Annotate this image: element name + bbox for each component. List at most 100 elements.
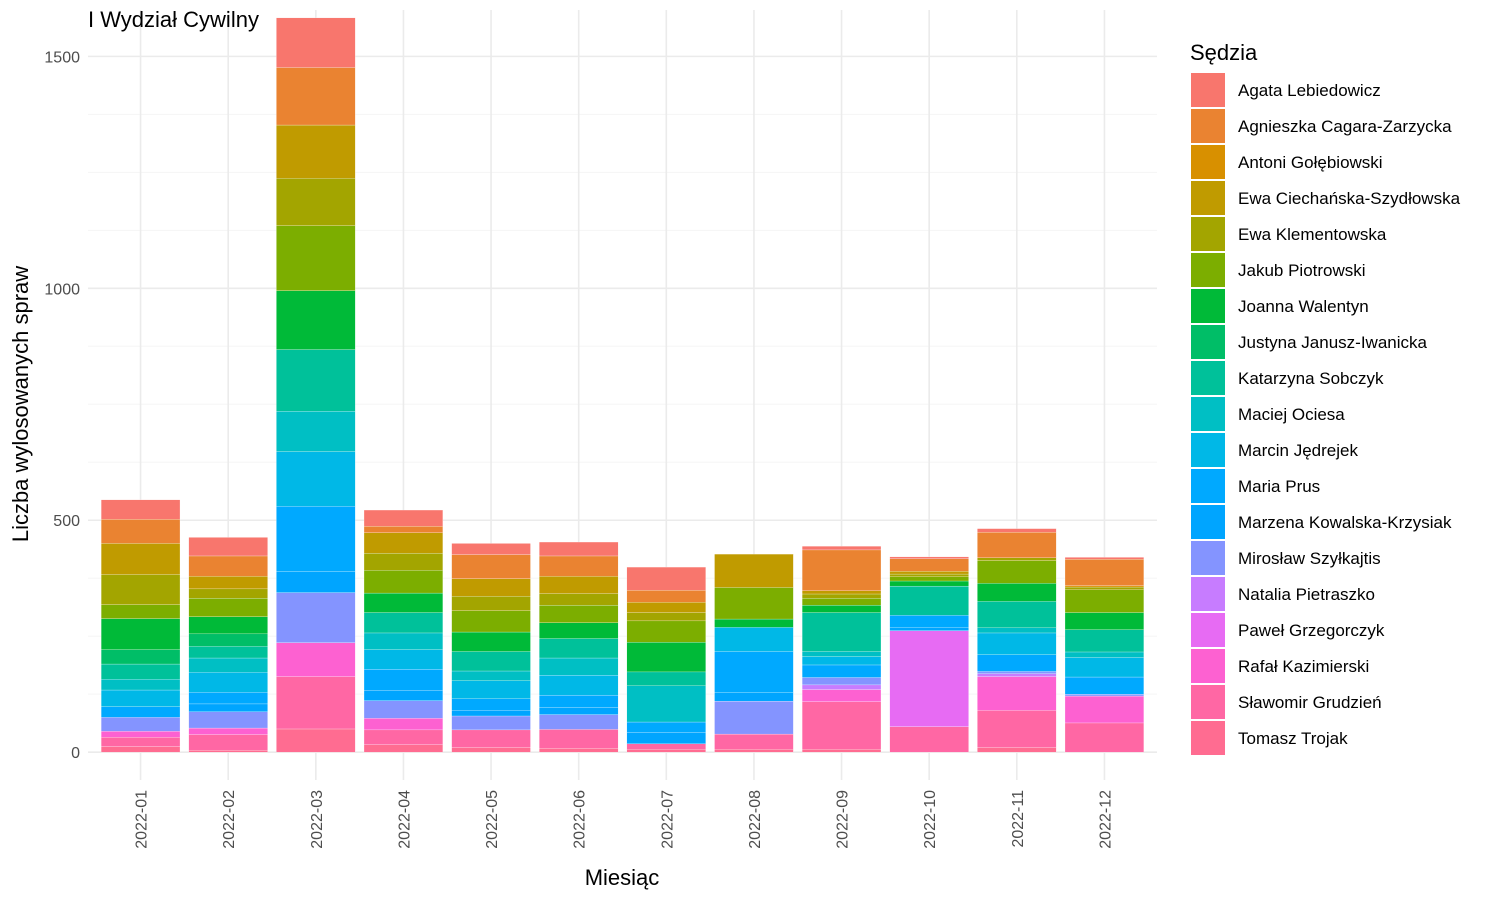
bar-segment [889,585,969,616]
legend-swatch [1191,541,1225,575]
bar-segment [1064,585,1144,588]
legend-swatch [1191,505,1225,539]
bar-segment [889,580,969,587]
bar-segment [626,590,706,603]
bar-segment [1064,612,1144,630]
x-axis-title: Miesiąc [585,865,660,890]
bar-segment [363,532,443,554]
legend-swatch [1191,73,1225,107]
bar-segment [451,747,531,753]
bar-segment [276,225,356,291]
bar-segment [451,715,531,731]
legend-label: Justyna Janusz-Iwanicka [1238,333,1428,352]
bar-segment [714,553,794,588]
x-axis-ticks: 2022-01 2022-02 2022-03 2022-04 2022-05 2022-… [134,790,1115,849]
x-tick-label: 2022-01 [134,790,151,849]
x-tick-label: 2022-06 [572,790,589,849]
bar-segment [188,598,268,617]
bar-segment [802,749,882,753]
bar-segment [451,680,531,699]
bar-segment [1064,559,1144,586]
bar-segment [626,732,706,744]
x-tick-label: 2022-03 [309,790,326,849]
bar-segment [188,657,268,673]
bar-segment [802,651,882,657]
bar-segment [276,451,356,507]
bar-segment [714,651,794,693]
bar-segment [802,549,882,591]
bar-segment [1064,651,1144,658]
bar-segment [539,593,619,606]
bar-segment [802,689,882,702]
legend-swatch [1191,289,1225,323]
bar-segment [276,178,356,226]
x-tick-label: 2022-12 [1097,790,1114,849]
legend-label: Marzena Kowalska-Krzysiak [1238,513,1452,532]
bar-segment [626,612,706,622]
bar-segment [101,746,181,753]
legend-label: Katarzyna Sobczyk [1238,369,1384,388]
bar-segment [101,663,181,680]
bar-segment [539,675,619,696]
bar-segment [101,706,181,718]
bar-segment [977,528,1057,533]
bar-segment [188,692,268,705]
bar-segment [363,592,443,613]
legend-label: Antoni Gołębiowski [1238,153,1383,172]
bar-segment [539,541,619,557]
legend-swatch [1191,577,1225,611]
x-tick-label: 2022-07 [659,790,676,849]
bar-segment [889,556,969,559]
legend-swatch [1191,649,1225,683]
bar-segment [188,576,268,590]
bar-segment [977,710,1057,748]
bar-segment [276,17,356,68]
bar-segment [363,690,443,701]
bar-segment [276,67,356,126]
legend: Agata Lebiedowicz Agnieszka Cagara-Zarzyc… [1191,73,1461,755]
bar-segment [363,718,443,731]
bar-segment [1064,657,1144,678]
bar-segment [802,656,882,666]
bar-segment [802,677,882,686]
legend-label: Ewa Ciechańska-Szydłowska [1238,189,1461,208]
legend-label: Paweł Grzegorczyk [1238,621,1385,640]
bar-segment [101,649,181,665]
legend-label: Joanna Walentyn [1238,297,1369,316]
bar-segment [188,633,268,647]
bar-segment [977,532,1057,558]
bar-segment [276,290,356,350]
legend-label: Maciej Ociesa [1238,405,1345,424]
bar-segment [363,612,443,634]
bar-segment [714,587,794,620]
bar-segment [1064,722,1144,753]
bar-segment [188,672,268,693]
bar-segment [977,583,1057,602]
bar-segment [714,733,794,750]
bar-segment [977,671,1057,674]
bar-segment [363,570,443,594]
bar-segment [276,124,356,179]
x-tick-label: 2022-04 [396,790,413,849]
bar-segment [451,578,531,597]
bar-segment [101,717,181,732]
bar-segment [188,588,268,599]
x-tick-label: 2022-11 [1010,790,1027,848]
x-tick-label: 2022-10 [922,790,939,849]
bar-segment [626,721,706,733]
legend-swatch [1191,685,1225,719]
bar-segment [451,670,531,681]
legend-swatch [1191,361,1225,395]
bar-segment [188,703,268,712]
bar-segment [802,546,882,551]
bar-segment [626,749,706,753]
legend-label: Rafał Kazimierski [1238,657,1369,676]
bar-segment [802,590,882,595]
legend-swatch [1191,721,1225,755]
bar-segment [802,701,882,750]
y-tick-label: 0 [71,745,80,762]
bar-segment [889,571,969,575]
bar-segment [977,673,1057,677]
bar-segment [539,748,619,753]
bar-segment [451,698,531,711]
